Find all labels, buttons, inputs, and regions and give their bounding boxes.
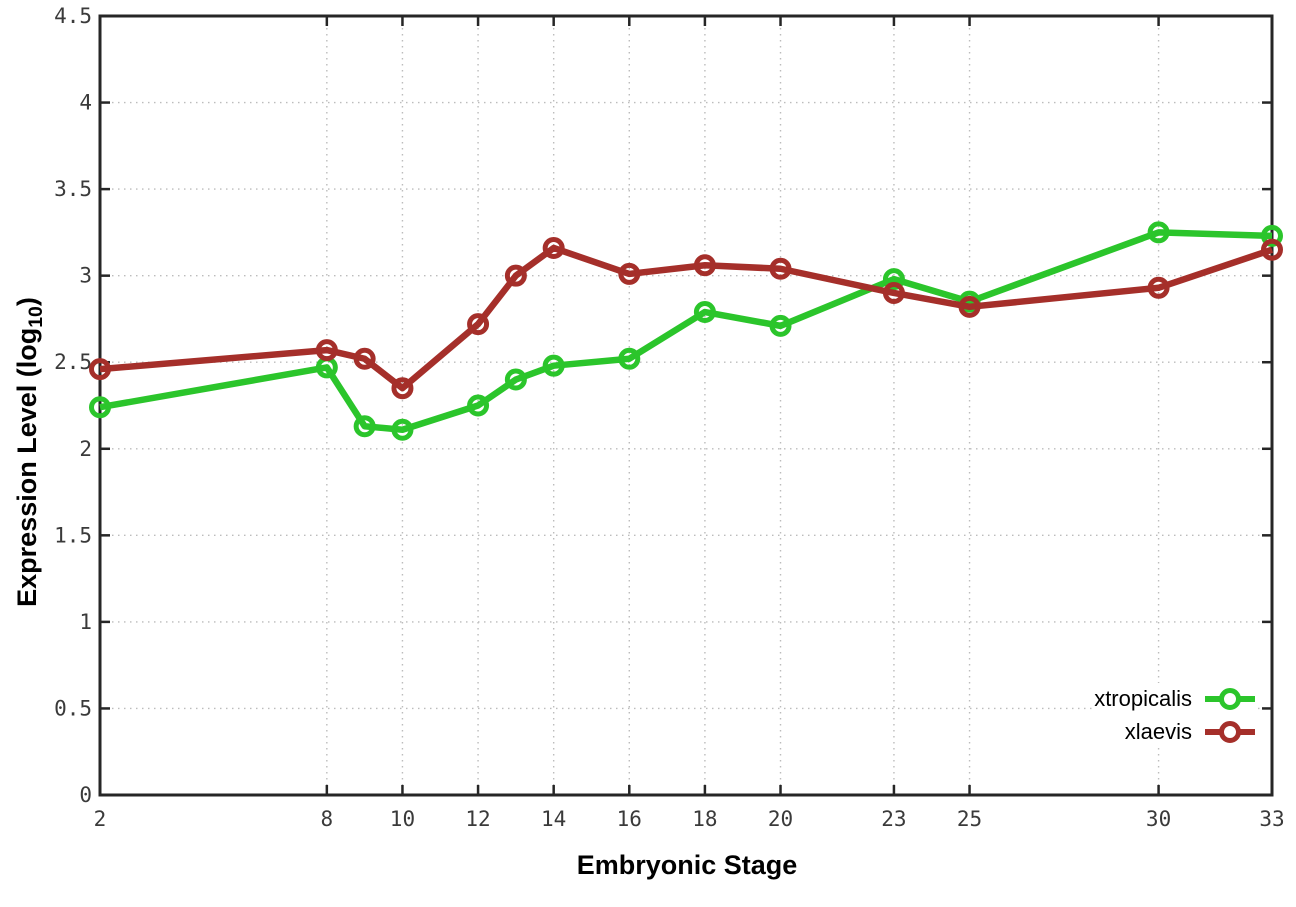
- y-axis-title: Expression Level (log10): [12, 297, 48, 607]
- data-point-xlaevis-stage-8: [315, 339, 338, 362]
- x-tick-label-8: 8: [321, 807, 334, 831]
- x-tick-label-16: 16: [617, 807, 642, 831]
- data-point-xtropicalis-stage-20: [769, 314, 792, 337]
- x-tick-label-2: 2: [94, 807, 107, 831]
- data-point-xlaevis-stage-12: [467, 313, 490, 336]
- series-line-xtropicalis: [99, 229, 1273, 433]
- legend-label-xlaevis: xlaevis: [1124, 718, 1192, 744]
- y-tick-label-4.5: 4.5: [54, 4, 92, 28]
- data-point-xlaevis-stage-23: [882, 281, 905, 304]
- data-point-xtropicalis-stage-30: [1147, 221, 1170, 244]
- y-tick-label-3: 3: [79, 264, 92, 288]
- data-point-xtropicalis-stage-10: [391, 418, 414, 441]
- y-tick-label-0: 0: [79, 783, 92, 807]
- y-axis-title-main: Expression Level (log: [11, 327, 42, 607]
- plot-border: [98, 14, 1274, 797]
- data-point-xlaevis-stage-16: [618, 262, 641, 285]
- legend: xtropicalis xlaevis: [1094, 683, 1258, 747]
- data-point-xtropicalis-stage-18: [693, 301, 716, 324]
- x-tick-label-20: 20: [768, 807, 793, 831]
- y-tick-label-1.5: 1.5: [54, 523, 92, 547]
- data-point-xlaevis-stage-2: [89, 358, 111, 381]
- data-point-xlaevis-stage-30: [1147, 276, 1170, 299]
- data-point-xlaevis-stage-10: [391, 377, 414, 400]
- x-tick-label-23: 23: [881, 807, 906, 831]
- x-tick-label-12: 12: [465, 807, 490, 831]
- y-tick-label-2.5: 2.5: [54, 350, 92, 374]
- x-tick-label-33: 33: [1259, 807, 1284, 831]
- data-point-xlaevis-stage-18: [693, 254, 716, 277]
- x-tick-label-25: 25: [957, 807, 982, 831]
- y-axis-title-subscript: 10: [25, 306, 48, 328]
- legend-marker-xlaevis-icon: [1205, 720, 1255, 743]
- data-point-xlaevis-stage-25: [958, 295, 981, 318]
- data-point-xtropicalis-stage-23: [882, 268, 905, 291]
- legend-marker-xtropicalis-icon: [1205, 687, 1255, 710]
- legend-item-xlaevis: xlaevis: [1125, 716, 1258, 747]
- y-tick-label-1: 1: [79, 610, 92, 634]
- y-tick-label-4: 4: [79, 91, 92, 115]
- data-point-xtropicalis-stage-12: [467, 394, 490, 417]
- series-line-xlaevis: [99, 244, 1274, 392]
- legend-item-xtropicalis: xtropicalis: [1094, 683, 1258, 714]
- data-point-xtropicalis-stage-13: [504, 368, 527, 391]
- data-point-xtropicalis-stage-2: [89, 396, 111, 419]
- data-point-xtropicalis-stage-14: [542, 354, 565, 377]
- x-axis-title: Embryonic Stage: [576, 850, 798, 880]
- x-tick-label-14: 14: [541, 807, 566, 831]
- data-point-xlaevis-stage-20: [769, 257, 792, 280]
- data-point-xtropicalis-stage-33: [1261, 224, 1283, 247]
- y-tick-label-3.5: 3.5: [54, 177, 92, 201]
- y-tick-label-2: 2: [79, 437, 92, 461]
- data-point-xlaevis-stage-33: [1261, 238, 1283, 261]
- y-axis-title-close: ): [11, 297, 42, 307]
- data-point-xtropicalis-stage-9: [353, 415, 376, 438]
- y-tick-label-0.5: 0.5: [54, 696, 92, 720]
- x-tick-label-30: 30: [1146, 807, 1171, 831]
- x-tick-label-18: 18: [692, 807, 717, 831]
- data-point-xlaevis-stage-13: [504, 264, 527, 287]
- data-point-xlaevis-stage-9: [353, 347, 376, 370]
- data-point-xtropicalis-stage-16: [618, 347, 641, 370]
- x-tick-label-10: 10: [390, 807, 415, 831]
- legend-label-xtropicalis: xtropicalis: [1094, 685, 1192, 711]
- data-point-xlaevis-stage-14: [542, 236, 565, 259]
